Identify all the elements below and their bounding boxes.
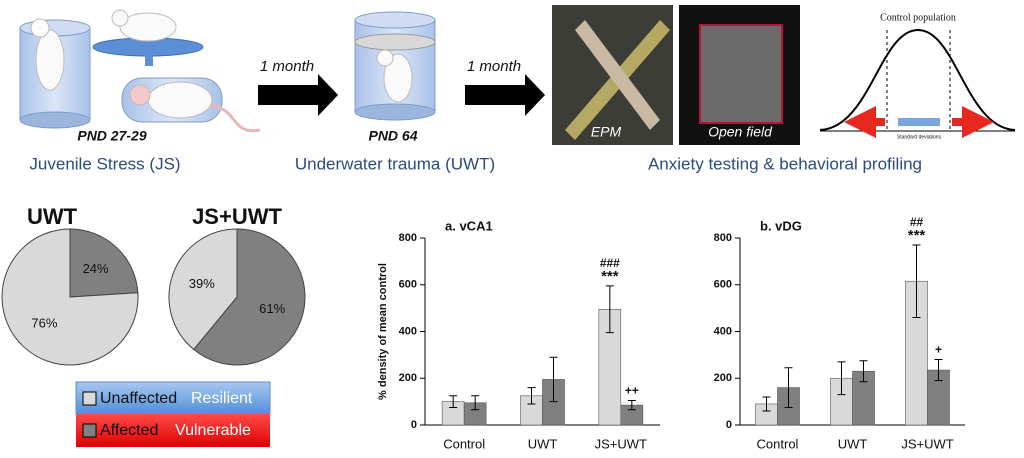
significance-marker: ## bbox=[910, 215, 924, 229]
error-bar bbox=[784, 367, 793, 408]
y-tick-label: 400 bbox=[714, 325, 732, 337]
arrow-label: 1 month bbox=[260, 58, 314, 75]
js-illustration bbox=[19, 9, 261, 133]
legend: Unaffected Resilient Affected Vulnerable bbox=[75, 381, 271, 447]
significance-marker: *** bbox=[908, 227, 926, 244]
y-tick-label: 800 bbox=[399, 232, 417, 244]
chart-title: a. vCA1 bbox=[445, 218, 493, 233]
error-bar bbox=[934, 359, 943, 382]
significance-marker: ++ bbox=[625, 384, 639, 398]
x-tick-label: JS+UWT bbox=[595, 436, 647, 451]
pie-slice bbox=[168, 228, 238, 351]
curve-title: Control population bbox=[880, 12, 956, 23]
y-tick-label: 200 bbox=[399, 372, 417, 384]
pie-title: JS+UWT bbox=[192, 204, 282, 229]
y-tick-label: 200 bbox=[714, 372, 732, 384]
x-tick-label: Control bbox=[757, 436, 799, 451]
x-tick-label: JS+UWT bbox=[901, 436, 953, 451]
error-bar bbox=[449, 395, 458, 408]
epm-arm bbox=[575, 20, 660, 130]
error-bar bbox=[762, 396, 771, 412]
curve-axis-label: Standard deviations bbox=[897, 134, 942, 140]
legend-label: Affected bbox=[100, 422, 158, 439]
y-tick-label: 600 bbox=[399, 279, 417, 291]
error-bar bbox=[627, 399, 636, 411]
x-tick-label: UWT bbox=[528, 436, 558, 451]
pie-slice bbox=[1, 228, 139, 366]
legend-label: Vulnerable bbox=[175, 422, 251, 439]
y-tick-label: 800 bbox=[714, 232, 732, 244]
y-tick-label: 0 bbox=[411, 419, 417, 431]
significance-marker: *** bbox=[601, 268, 619, 285]
error-bar bbox=[837, 361, 846, 396]
error-bar bbox=[912, 244, 921, 318]
error-bar bbox=[527, 387, 536, 405]
photo-label: Open field bbox=[708, 124, 773, 140]
pie-title: UWT bbox=[27, 204, 78, 229]
legend-row bbox=[76, 414, 270, 447]
pie-slice bbox=[69, 228, 139, 298]
x-tick-label: UWT bbox=[838, 436, 868, 451]
significance-marker: + bbox=[935, 343, 942, 357]
openfield-arena bbox=[699, 24, 783, 124]
age-label: PND 64 bbox=[368, 128, 417, 144]
error-bar bbox=[549, 356, 558, 403]
sd-box bbox=[898, 118, 940, 126]
significance-marker: ### bbox=[600, 256, 620, 270]
legend-label: Resilient bbox=[191, 390, 253, 407]
pie-label: 76% bbox=[31, 316, 57, 331]
pie-slice bbox=[192, 228, 306, 366]
y-tick-label: 400 bbox=[399, 325, 417, 337]
y-axis-label: % density of mean control bbox=[377, 263, 389, 400]
stage-label: Juvenile Stress (JS) bbox=[29, 154, 180, 173]
chart-title: b. vDG bbox=[760, 218, 802, 233]
age-label: PND 27-29 bbox=[77, 128, 146, 144]
pie-label: 61% bbox=[259, 301, 285, 316]
legend-swatch bbox=[82, 391, 97, 406]
uwt-illustration bbox=[354, 11, 436, 121]
stage-label: Underwater trauma (UWT) bbox=[295, 154, 495, 173]
legend-label: Unaffected bbox=[100, 390, 177, 407]
legend-row bbox=[75, 381, 271, 415]
legend-swatch bbox=[82, 423, 97, 438]
arrow bbox=[258, 74, 338, 116]
pie-label: 39% bbox=[189, 276, 215, 291]
arrow-label: 1 month bbox=[467, 58, 521, 75]
error-bar bbox=[471, 395, 480, 411]
error-bar bbox=[859, 360, 868, 383]
photo-label: EPM bbox=[591, 124, 622, 140]
y-tick-label: 0 bbox=[726, 419, 732, 431]
error-bar bbox=[605, 285, 614, 334]
pie-label: 24% bbox=[83, 261, 109, 276]
y-tick-label: 600 bbox=[714, 279, 732, 291]
arrow bbox=[465, 74, 545, 116]
bell-curve bbox=[819, 28, 1016, 131]
stage-label: Anxiety testing & behavioral profiling bbox=[648, 154, 922, 173]
x-tick-label: Control bbox=[443, 436, 485, 451]
